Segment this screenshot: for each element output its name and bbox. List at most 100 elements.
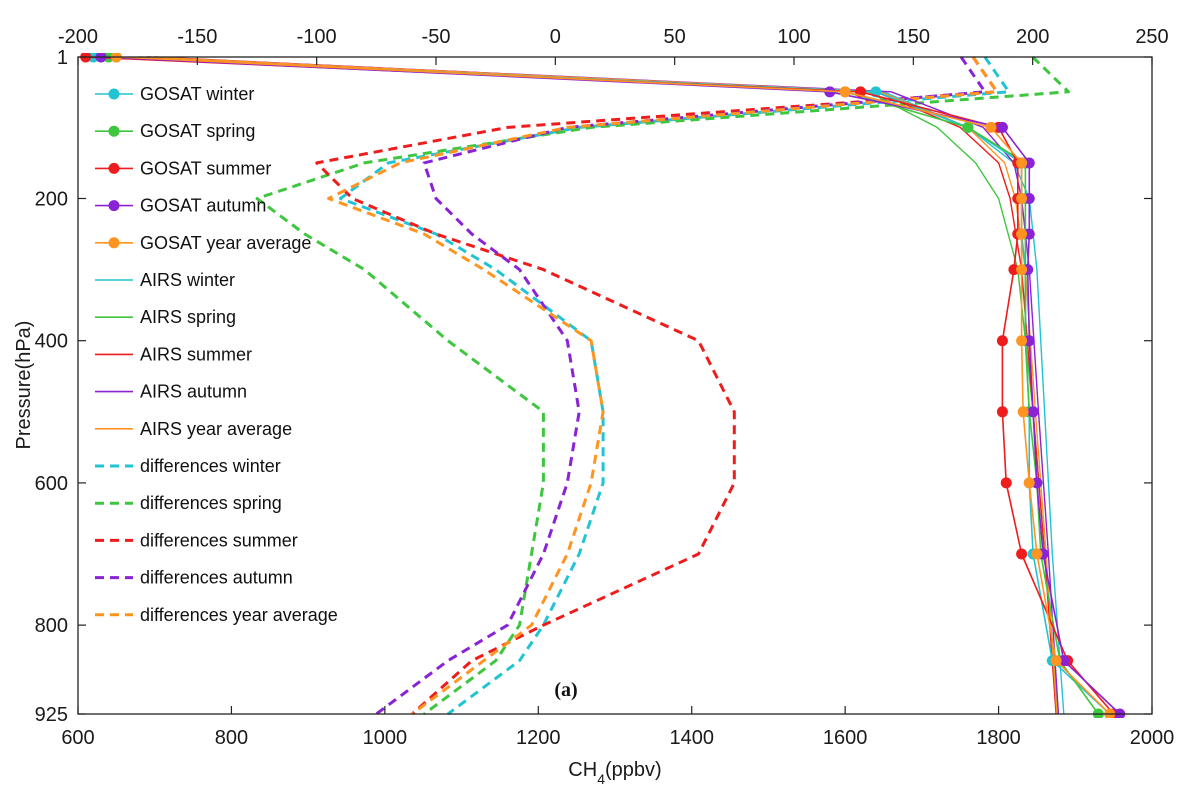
bottom-x-tick-label: 800 [215, 727, 248, 749]
data-point [1016, 228, 1028, 240]
legend-label: AIRS summer [140, 344, 252, 364]
y-axis-title: Pressure(hPa) [13, 321, 35, 450]
legend-item: differences spring [95, 493, 282, 513]
legend-item: AIRS summer [95, 344, 252, 364]
top-x-tick-label: -100 [297, 26, 337, 48]
y-tick-label: 200 [35, 188, 68, 210]
legend-label: differences winter [140, 456, 281, 476]
top-x-tick-label: 0 [550, 26, 561, 48]
x-axis-title: CH4(ppbv) [568, 759, 661, 787]
series-line [315, 56, 999, 716]
legend: GOSAT winter GOSAT spring GOSAT summer GOSA… [95, 84, 338, 625]
data-point [1016, 192, 1028, 204]
legend-label: GOSAT winter [140, 84, 254, 104]
top-x-axis: -200 -150 -100 -50 0 50 100 150 200 250 [58, 26, 1169, 65]
data-point [1027, 406, 1039, 418]
legend-item: GOSAT winter [95, 84, 254, 104]
data-point [1050, 655, 1062, 667]
x-axis-title-main: CH [568, 759, 597, 781]
panel-label: (a) [554, 679, 577, 701]
data-point [1023, 335, 1035, 347]
data-point [1017, 406, 1029, 418]
top-x-tick-label: 250 [1135, 26, 1168, 48]
data-point [985, 121, 997, 133]
data-point [1092, 708, 1104, 718]
legend-item: GOSAT spring [95, 121, 255, 141]
y-axis: 1 200 400 600 800 925 [35, 47, 1152, 726]
legend-marker [108, 237, 120, 249]
data-point [1016, 548, 1028, 560]
data-point [1031, 548, 1043, 560]
legend-label: GOSAT summer [140, 158, 271, 178]
series-line [327, 56, 999, 716]
series-differences-year-average [327, 56, 999, 716]
data-point [1008, 264, 1020, 276]
bottom-x-tick-label: 2000 [1130, 727, 1175, 749]
series-differences-autumn [375, 56, 987, 716]
x-axis-title-subscript: 4 [597, 771, 605, 787]
legend-label: differences autumn [140, 568, 293, 588]
y-tick-label: 600 [35, 473, 68, 495]
top-x-tick-label: 50 [664, 26, 686, 48]
series-differences-summer [315, 56, 999, 716]
data-point [1058, 655, 1070, 667]
legend-label: differences spring [140, 493, 282, 513]
top-x-tick-label: -200 [58, 26, 98, 48]
plot-area-frame [77, 56, 1153, 715]
legend-item: GOSAT summer [95, 158, 271, 178]
data-point [996, 335, 1008, 347]
legend-item: AIRS autumn [95, 382, 247, 402]
data-point [1104, 708, 1116, 718]
legend-label: differences year average [140, 605, 338, 625]
legend-item: differences summer [95, 530, 298, 550]
data-point [996, 121, 1008, 133]
legend-item: differences winter [95, 456, 281, 476]
legend-item: GOSAT year average [95, 233, 311, 253]
legend-item: AIRS winter [95, 270, 235, 290]
legend-marker [108, 125, 120, 137]
top-x-tick-label: 100 [777, 26, 810, 48]
bottom-x-tick-label: 1800 [976, 727, 1021, 749]
data-point [110, 53, 122, 63]
data-point [80, 53, 92, 63]
data-point [1023, 228, 1035, 240]
legend-marker [108, 88, 120, 100]
data-point [996, 406, 1008, 418]
legend-item: differences year average [95, 605, 338, 625]
legend-label: AIRS winter [140, 270, 235, 290]
bottom-x-tick-label: 1000 [363, 727, 408, 749]
top-x-tick-label: -150 [177, 26, 217, 48]
y-tick-label: 800 [35, 615, 68, 637]
data-point [1023, 192, 1035, 204]
legend-label: GOSAT spring [140, 121, 255, 141]
legend-item: GOSAT autumn [95, 196, 266, 216]
data-point [1000, 477, 1012, 489]
y-tick-label: 400 [35, 331, 68, 353]
data-point [1023, 157, 1035, 169]
top-x-tick-label: 200 [1016, 26, 1049, 48]
data-point [1016, 157, 1028, 169]
legend-label: AIRS year average [140, 419, 292, 439]
data-point [839, 86, 851, 98]
data-point [962, 121, 974, 133]
legend-label: differences summer [140, 530, 298, 550]
legend-marker [108, 200, 120, 212]
series-layer [80, 53, 1126, 718]
legend-label: GOSAT year average [140, 233, 311, 253]
legend-label: AIRS spring [140, 307, 236, 327]
bottom-x-tick-label: 1200 [516, 727, 561, 749]
data-point [1016, 264, 1028, 276]
series-line [375, 56, 987, 716]
series-gosat-autumn [95, 53, 1126, 718]
x-axis-title-unit: (ppbv) [605, 759, 662, 781]
bottom-x-axis: 600 800 1000 1200 1400 1600 1800 2000 [61, 706, 1174, 749]
series-differences-spring [255, 55, 1070, 716]
legend-item: AIRS spring [95, 307, 236, 327]
top-x-tick-label: -50 [422, 26, 451, 48]
legend-label: GOSAT autumn [140, 196, 266, 216]
legend-item: AIRS year average [95, 419, 292, 439]
series-line [255, 55, 1070, 716]
data-point [1031, 477, 1043, 489]
data-point [95, 53, 107, 63]
